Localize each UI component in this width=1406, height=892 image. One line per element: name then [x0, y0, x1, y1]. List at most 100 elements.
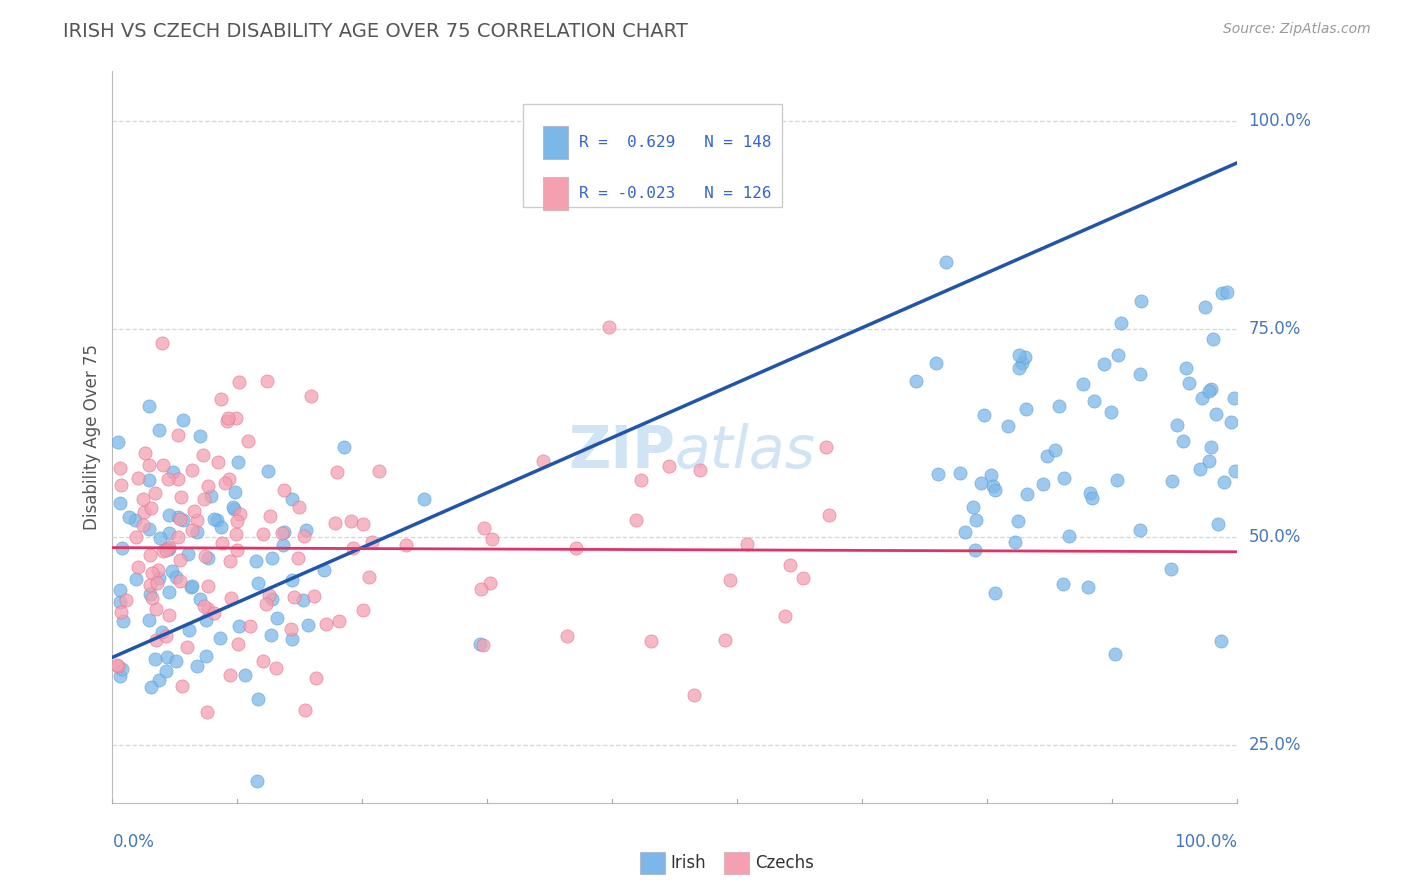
Point: [1043, 442, 1066, 457]
Point: [157, 540, 180, 554]
Point: [299, 389, 322, 403]
Point: [193, 491, 215, 506]
Point: [997, 418, 1019, 433]
Point: [141, 591, 163, 605]
Point: [246, 774, 269, 789]
Point: [111, 662, 134, 676]
Point: [315, 616, 337, 631]
Point: [470, 582, 492, 596]
Point: [323, 516, 346, 531]
Point: [1081, 491, 1104, 505]
Point: [181, 463, 204, 477]
Point: [131, 518, 153, 533]
Point: [1166, 418, 1188, 433]
Point: [359, 570, 381, 584]
Point: [271, 538, 294, 552]
Point: [107, 659, 129, 673]
Point: [624, 513, 647, 527]
Point: [118, 510, 141, 524]
Point: [352, 516, 374, 531]
Point: [238, 434, 260, 448]
Point: [110, 477, 132, 491]
Point: [292, 529, 315, 543]
Point: [207, 455, 229, 469]
Point: [1199, 382, 1222, 396]
Text: Irish: Irish: [671, 854, 706, 871]
Point: [1202, 332, 1225, 346]
Point: [983, 483, 1005, 497]
Point: [138, 399, 160, 413]
Point: [176, 640, 198, 655]
Point: [1107, 348, 1129, 362]
Point: [183, 504, 205, 518]
Point: [1053, 471, 1076, 485]
Point: [713, 633, 735, 648]
Point: [146, 563, 169, 577]
Point: [224, 484, 246, 499]
Point: [1208, 516, 1230, 531]
Point: [167, 427, 190, 442]
Point: [110, 605, 132, 619]
Point: [125, 530, 148, 544]
Point: [165, 570, 187, 584]
Point: [152, 544, 174, 558]
Point: [152, 458, 174, 473]
Point: [127, 471, 149, 485]
Point: [138, 613, 160, 627]
Point: [180, 580, 202, 594]
Point: [125, 572, 148, 586]
Point: [1092, 357, 1115, 371]
Point: [194, 549, 217, 563]
Point: [208, 632, 231, 646]
Point: [155, 629, 177, 643]
Point: [981, 479, 1004, 493]
FancyBboxPatch shape: [523, 104, 782, 207]
Text: 100.0%: 100.0%: [1249, 112, 1312, 130]
Point: [953, 524, 976, 539]
Point: [984, 585, 1007, 599]
Point: [181, 523, 204, 537]
Point: [1188, 461, 1211, 475]
Text: Source: ZipAtlas.com: Source: ZipAtlas.com: [1223, 22, 1371, 37]
Point: [814, 440, 837, 454]
Point: [172, 413, 194, 427]
Point: [1111, 316, 1133, 330]
Point: [1047, 399, 1070, 413]
Point: [481, 532, 503, 546]
Point: [658, 459, 681, 474]
Point: [640, 634, 662, 648]
Point: [108, 582, 131, 597]
Point: [202, 606, 225, 620]
Point: [773, 608, 796, 623]
Point: [150, 624, 173, 639]
Point: [193, 599, 215, 613]
Point: [925, 356, 948, 370]
Point: [218, 471, 240, 485]
Point: [1015, 401, 1038, 416]
Point: [107, 435, 129, 450]
Point: [965, 542, 987, 557]
Point: [228, 455, 250, 469]
Point: [110, 461, 132, 475]
Point: [141, 566, 163, 580]
FancyBboxPatch shape: [543, 127, 568, 159]
Point: [219, 554, 242, 568]
Point: [188, 592, 211, 607]
Point: [112, 614, 135, 628]
Point: [157, 584, 180, 599]
Point: [157, 607, 180, 622]
Point: [257, 464, 280, 478]
Point: [260, 628, 283, 642]
Point: [325, 465, 347, 479]
Point: [1011, 355, 1033, 369]
Point: [197, 479, 219, 493]
Point: [1077, 580, 1099, 594]
Point: [157, 508, 180, 522]
Point: [170, 490, 193, 504]
Point: [108, 669, 131, 683]
Point: [1160, 562, 1182, 576]
Point: [1007, 361, 1029, 376]
Point: [531, 454, 554, 468]
Point: [1223, 464, 1246, 478]
Point: [1083, 394, 1105, 409]
